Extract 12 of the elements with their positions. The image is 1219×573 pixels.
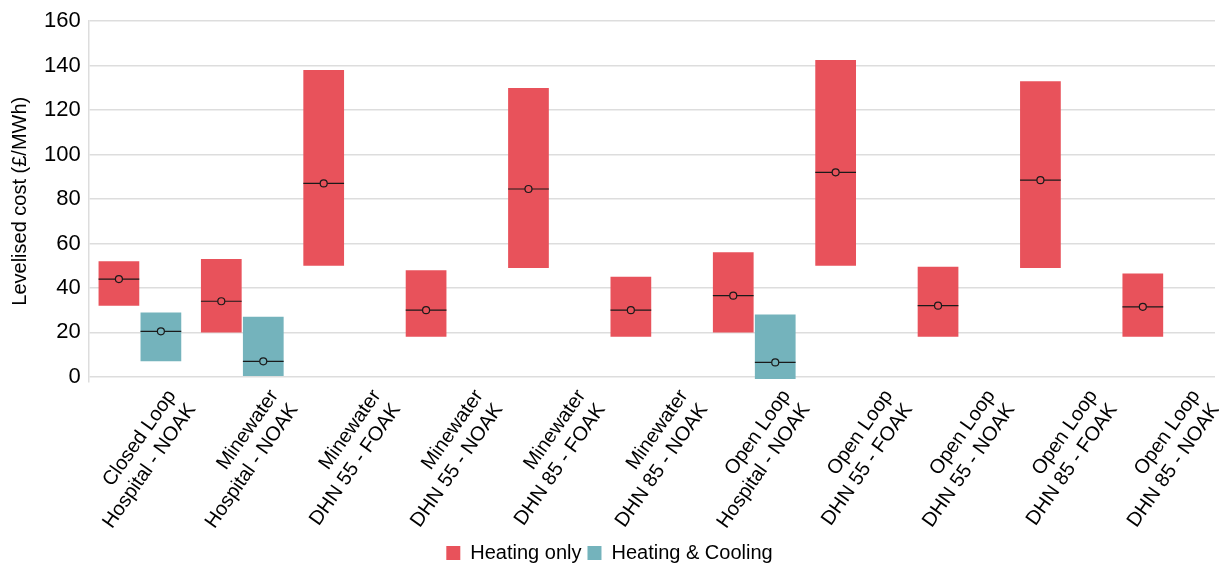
y-axis-title: Levelised cost (£/MWh) bbox=[7, 96, 30, 306]
y-tick-label: 20 bbox=[56, 318, 81, 344]
y-tick-label: 40 bbox=[56, 274, 81, 299]
y-tick-label: 0 bbox=[68, 362, 81, 388]
legend-label: Heating only bbox=[470, 540, 582, 563]
legend-label: Heating & Cooling bbox=[611, 540, 773, 563]
y-tick-label: 80 bbox=[56, 185, 81, 211]
y-tick-label: 160 bbox=[43, 7, 81, 33]
y-tick-label: 100 bbox=[43, 140, 81, 166]
y-tick-label: 120 bbox=[43, 96, 81, 122]
y-tick-label: 60 bbox=[56, 229, 81, 255]
y-tick-label: 140 bbox=[43, 51, 81, 77]
